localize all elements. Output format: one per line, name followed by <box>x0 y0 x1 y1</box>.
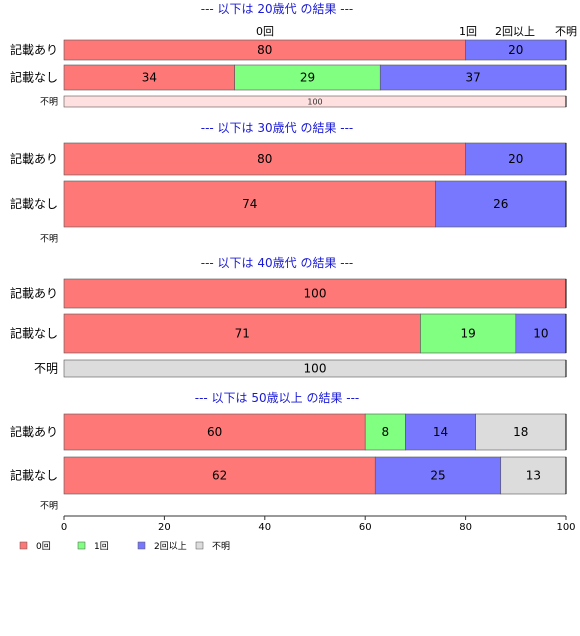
bar-segment <box>63 313 421 354</box>
legend-swatch <box>137 541 146 550</box>
data-label: 71 <box>235 327 250 341</box>
data-label: 34 <box>142 71 157 85</box>
panel-title: --- 以下は 40歳代 の結果 --- <box>201 256 354 270</box>
top-label: 2回以上 <box>495 25 535 38</box>
panel-title: --- 以下は 20歳代 の結果 --- <box>201 2 354 16</box>
legend-label: 0回 <box>36 541 51 552</box>
data-label: 62 <box>212 469 227 483</box>
data-label: 25 <box>430 469 445 483</box>
row-label: 記載あり <box>10 42 58 57</box>
top-label: 1回 <box>459 25 477 38</box>
bar-segment <box>475 413 567 451</box>
bar-segment <box>379 64 567 91</box>
data-label: 18 <box>513 425 528 439</box>
row-label: 記載なし <box>10 196 58 211</box>
row-label: 記載なし <box>10 70 58 85</box>
data-label: 20 <box>508 43 523 57</box>
data-label: 29 <box>300 71 315 85</box>
bar-segment <box>500 456 567 495</box>
x-tick-label: 100 <box>556 522 575 533</box>
panel-title: --- 以下は 30歳代 の結果 --- <box>201 121 354 135</box>
legend-label: 2回以上 <box>154 541 187 552</box>
bar-segment <box>405 413 476 451</box>
bar-segment <box>435 180 567 228</box>
data-label: 10 <box>533 327 548 341</box>
bar-segment <box>63 278 567 309</box>
data-label: 14 <box>433 425 448 439</box>
bar-segment <box>515 313 567 354</box>
bar-segment <box>63 413 366 451</box>
data-label: 100 <box>304 362 327 376</box>
row-label: 記載あり <box>10 286 58 301</box>
bar-segment <box>63 180 436 228</box>
row-label: 不明 <box>40 97 58 108</box>
legend-swatch <box>19 541 28 550</box>
bar-segment <box>364 413 406 451</box>
legend-swatch <box>77 541 86 550</box>
data-label: 8 <box>381 425 389 439</box>
row-label: 記載なし <box>10 326 58 341</box>
bar-segment <box>63 64 235 91</box>
row-label: 不明 <box>34 362 58 376</box>
top-label: 0回 <box>256 25 274 38</box>
data-label: 20 <box>508 152 523 166</box>
data-label: 37 <box>465 71 480 85</box>
bar-segment <box>374 456 502 495</box>
data-label: 80 <box>257 152 272 166</box>
data-label: 13 <box>526 469 541 483</box>
data-label: 19 <box>460 327 475 341</box>
row-label: 記載あり <box>10 151 58 166</box>
data-label: 80 <box>257 43 272 57</box>
x-tick-label: 60 <box>359 522 372 533</box>
bar-segment <box>234 64 381 91</box>
x-tick-label: 0 <box>61 522 67 533</box>
row-label: 不明 <box>40 234 58 245</box>
top-label: 不明 <box>555 25 577 38</box>
data-label: 60 <box>207 425 222 439</box>
panel-title: --- 以下は 50歳以上 の結果 --- <box>195 391 360 405</box>
data-label: 100 <box>304 287 327 301</box>
legend-swatch <box>195 541 204 550</box>
legend-label: 不明 <box>212 541 230 552</box>
row-label: 記載なし <box>10 468 58 483</box>
data-label: 26 <box>493 197 508 211</box>
data-label: 74 <box>242 197 257 211</box>
x-tick-label: 40 <box>258 522 271 533</box>
row-label: 記載あり <box>10 424 58 439</box>
x-tick-label: 20 <box>158 522 171 533</box>
legend-label: 1回 <box>94 541 109 552</box>
row-label: 不明 <box>40 501 58 512</box>
bar-segment <box>465 142 567 176</box>
x-tick-label: 80 <box>459 522 472 533</box>
data-label: 100 <box>307 98 322 107</box>
bar-segment <box>63 456 376 495</box>
bar-segment <box>63 142 466 176</box>
